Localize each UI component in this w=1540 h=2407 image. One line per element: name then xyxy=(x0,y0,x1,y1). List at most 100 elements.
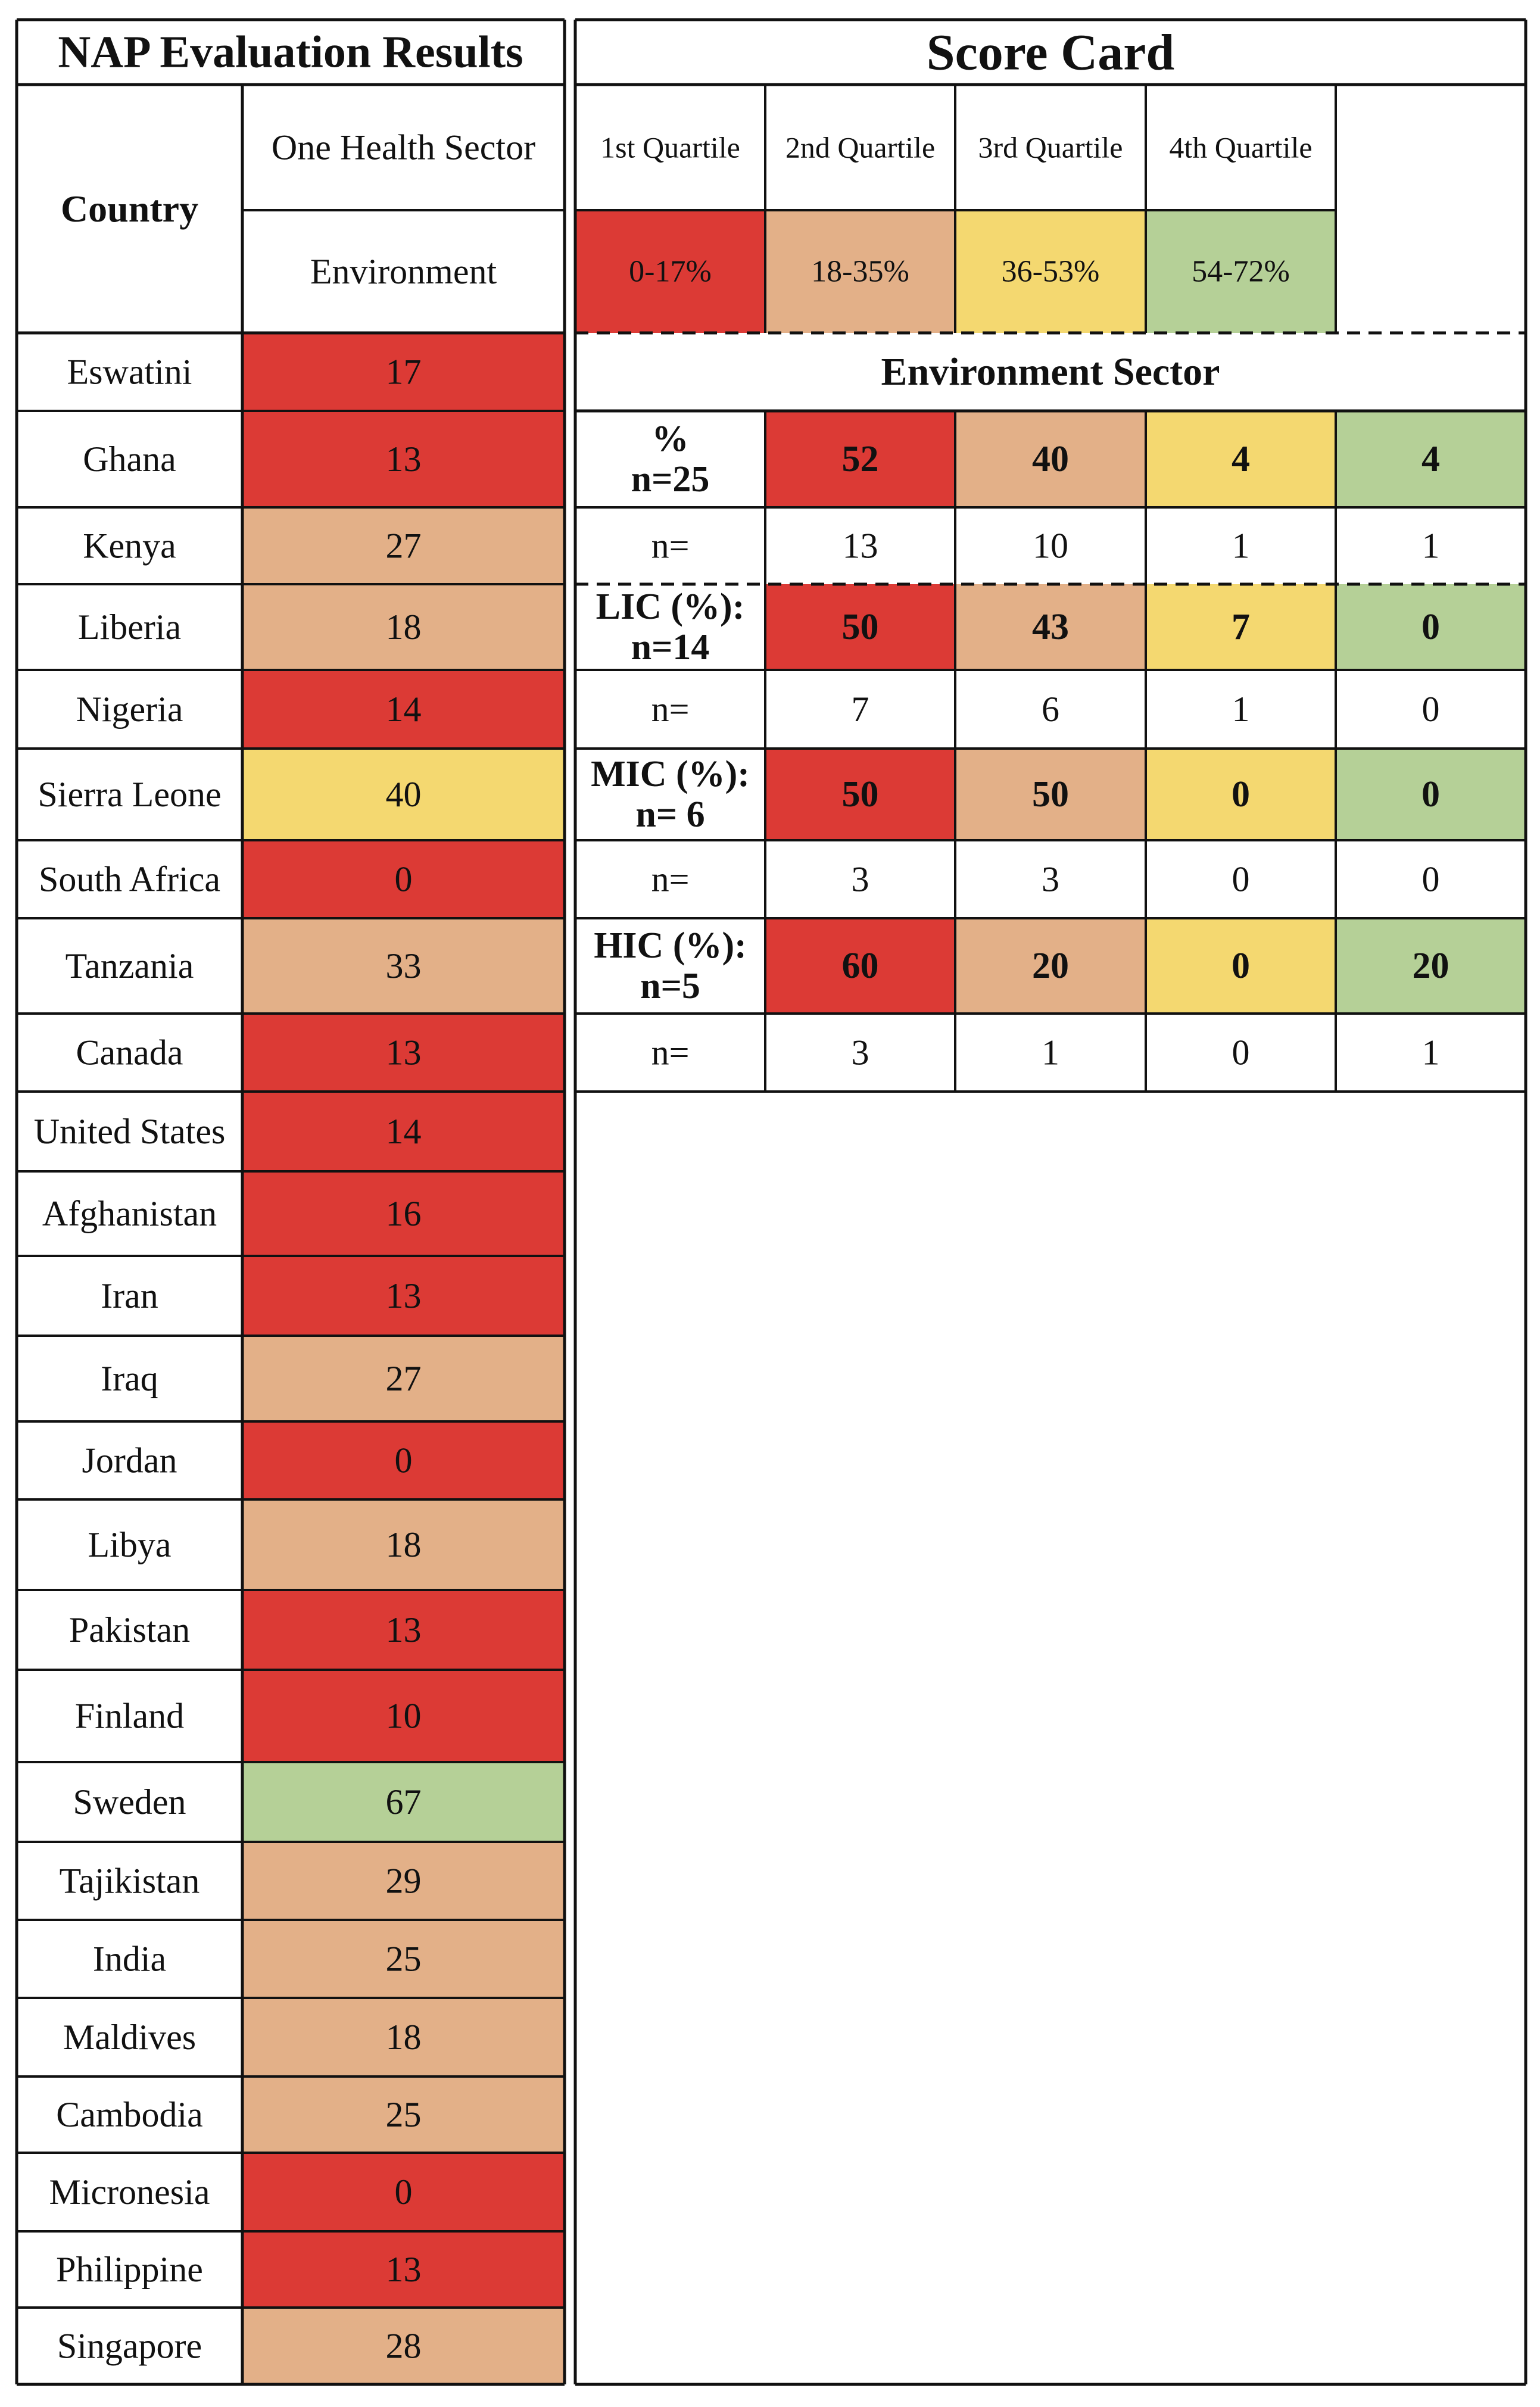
percent-value: 50 xyxy=(1032,774,1069,815)
country-score: 18 xyxy=(386,2018,422,2057)
country-score: 13 xyxy=(386,1610,422,1650)
percent-cell xyxy=(1336,411,1526,507)
section-title: Environment Sector xyxy=(881,350,1220,394)
sector-name: Environment xyxy=(310,252,497,291)
country-score: 13 xyxy=(386,1276,422,1315)
quartile-range-cell xyxy=(575,210,765,333)
country-score: 0 xyxy=(395,2172,413,2212)
group-label: LIC (%): xyxy=(596,587,745,627)
group-label-n: n=5 xyxy=(640,966,700,1006)
n-value: 3 xyxy=(852,1033,869,1072)
country-score: 25 xyxy=(386,2095,422,2134)
n-value: 6 xyxy=(1042,690,1059,729)
country-score-cell xyxy=(242,333,565,411)
country-name: Pakistan xyxy=(69,1610,190,1650)
quartile-range-cell xyxy=(765,210,955,333)
quartile-range: 36-53% xyxy=(1002,255,1100,289)
percent-value: 4 xyxy=(1232,439,1250,479)
percent-value: 4 xyxy=(1421,439,1440,479)
percent-cell xyxy=(1336,918,1526,1014)
n-value: 3 xyxy=(852,860,869,899)
country-score-cell xyxy=(242,1590,565,1670)
group-label: MIC (%): xyxy=(591,754,750,794)
n-value: 0 xyxy=(1422,860,1440,899)
country-name: Philippine xyxy=(56,2250,203,2289)
country-score-cell xyxy=(242,840,565,918)
country-score-cell xyxy=(242,1670,565,1762)
country-score-cell xyxy=(242,1014,565,1092)
country-name: Sierra Leone xyxy=(38,775,221,814)
score-card-title: Score Card xyxy=(927,24,1174,81)
percent-value: 40 xyxy=(1032,439,1069,479)
country-score-cell xyxy=(242,918,565,1014)
country-name: Singapore xyxy=(57,2327,202,2366)
country-name: Liberia xyxy=(78,607,181,647)
country-score: 40 xyxy=(386,775,422,814)
country-score: 27 xyxy=(386,1359,422,1398)
percent-value: 0 xyxy=(1232,946,1250,986)
country-name: Jordan xyxy=(82,1441,177,1480)
country-score-cell xyxy=(242,1920,565,1998)
group-label-n: n=14 xyxy=(631,627,710,668)
group-label-n: n= 6 xyxy=(635,794,704,835)
country-score-cell xyxy=(242,1336,565,1421)
n-label: n= xyxy=(651,690,690,729)
n-value: 10 xyxy=(1033,526,1068,566)
quartile-range-cell xyxy=(1146,210,1336,333)
quartile-range: 0-17% xyxy=(629,255,712,289)
percent-value: 52 xyxy=(842,439,879,479)
country-name: Sweden xyxy=(73,1782,186,1822)
percent-cell xyxy=(955,411,1146,507)
percent-value: 20 xyxy=(1032,946,1069,986)
country-score-cell xyxy=(242,1256,565,1336)
percent-value: 0 xyxy=(1232,774,1250,815)
country-name: Canada xyxy=(76,1033,183,1072)
n-value: 1 xyxy=(1232,690,1250,729)
country-score: 13 xyxy=(386,439,422,479)
percent-value: 50 xyxy=(842,607,879,647)
country-name: India xyxy=(93,1940,166,1979)
n-value: 1 xyxy=(1042,1033,1059,1072)
country-header: Country xyxy=(61,188,198,230)
percent-cell xyxy=(955,918,1146,1014)
group-label: % xyxy=(652,419,689,459)
country-name: Eswatini xyxy=(67,353,192,392)
country-name: Maldives xyxy=(63,2018,196,2057)
n-value: 13 xyxy=(843,526,878,566)
group-label-n: n=25 xyxy=(631,459,710,500)
percent-cell xyxy=(1146,411,1336,507)
country-score: 67 xyxy=(386,1782,422,1822)
country-score-cell xyxy=(242,2231,565,2308)
percent-value: 20 xyxy=(1413,946,1449,986)
quartile-label: 2nd Quartile xyxy=(785,131,935,164)
country-score: 18 xyxy=(386,607,422,647)
percent-cell xyxy=(955,749,1146,840)
country-score: 33 xyxy=(386,946,422,986)
percent-cell xyxy=(1146,918,1336,1014)
percent-cell xyxy=(765,411,955,507)
sector-header: One Health Sector xyxy=(272,128,535,167)
country-score-cell xyxy=(242,411,565,507)
country-name: Afghanistan xyxy=(42,1194,217,1233)
country-score-cell xyxy=(242,2076,565,2153)
percent-cell xyxy=(765,918,955,1014)
country-name: Iraq xyxy=(101,1359,158,1398)
country-score-cell xyxy=(242,1998,565,2076)
n-value: 0 xyxy=(1232,860,1250,899)
country-score: 18 xyxy=(386,1525,422,1564)
quartile-range: 54-72% xyxy=(1192,255,1290,289)
quartile-label: 4th Quartile xyxy=(1169,131,1312,164)
n-label: n= xyxy=(651,526,690,566)
n-value: 7 xyxy=(852,690,869,729)
country-score: 27 xyxy=(386,526,422,566)
country-name: Iran xyxy=(101,1276,158,1315)
percent-cell xyxy=(1146,584,1336,670)
country-name: Cambodia xyxy=(56,2095,203,2134)
n-value: 1 xyxy=(1422,1033,1440,1072)
country-score-cell xyxy=(242,1762,565,1842)
percent-cell xyxy=(1336,584,1526,670)
country-score: 0 xyxy=(395,860,413,899)
group-label: HIC (%): xyxy=(594,925,747,966)
